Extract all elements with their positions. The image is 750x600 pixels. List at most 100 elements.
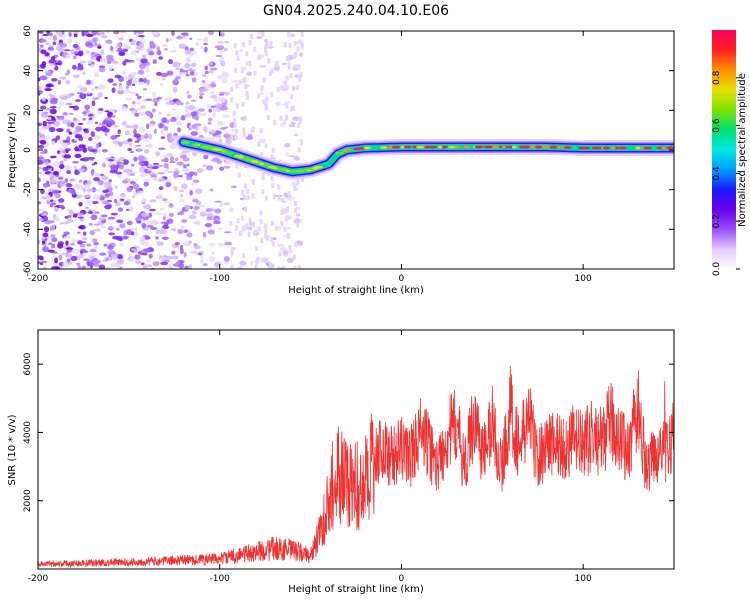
spectrogram-noise-speck <box>52 213 57 220</box>
spectrogram-noise-speck <box>78 179 83 183</box>
spectrogram-ridge-peak <box>438 145 443 149</box>
spectrogram-noise-speck <box>160 221 168 224</box>
spectrogram-noise-speck <box>97 46 102 49</box>
spectrogram-noise-speck <box>291 85 296 91</box>
spectrogram-noise-speck <box>293 41 297 47</box>
spectrogram-noise-speck <box>264 44 268 50</box>
spectrogram-ridge-peak <box>343 148 352 152</box>
colorbar-tick-label: 0.0 <box>712 262 722 277</box>
spectrogram-noise-speck <box>38 65 41 70</box>
spectrogram-noise-speck <box>81 265 86 269</box>
spectrogram-noise-speck <box>62 158 68 162</box>
spectrogram-noise-speck <box>151 108 156 113</box>
spectrogram-noise-speck <box>136 107 143 110</box>
spectrogram-ridge-peak <box>244 158 253 161</box>
spectrogram-noise-speck <box>286 257 294 263</box>
colorbar-tick-label: 0.2 <box>712 214 722 228</box>
spectrogram-noise-speck <box>165 178 172 183</box>
spectrogram-noise-speck <box>99 57 108 63</box>
spectrogram-ridge-peak <box>215 148 222 151</box>
spectrogram-noise-speck <box>286 56 290 62</box>
spectrogram-noise-speck <box>65 240 69 246</box>
spectrogram-ridge-peak <box>642 146 653 150</box>
snr-x-ticks: -200 -100 0 100 <box>28 330 592 584</box>
spectrogram-noise-speck <box>107 250 116 256</box>
spectrogram-noise-speck <box>82 231 87 236</box>
spectrogram-noise-speck <box>56 128 64 133</box>
spectrogram-noise-speck <box>102 162 106 168</box>
spectrogram-noise-speck <box>254 264 258 269</box>
spectrogram-noise-speck <box>257 141 261 147</box>
spectrogram-noise-speck <box>160 158 168 162</box>
spectrogram-noise-speck <box>294 200 298 206</box>
spectrogram-noise-speck <box>91 200 99 205</box>
spectrogram-noise-speck <box>85 199 93 205</box>
spectrogram-noise-speck <box>142 252 148 256</box>
spectrogram-noise-speck <box>113 125 120 128</box>
spectrogram-noise-speck <box>259 128 263 134</box>
spectrogram-noise-speck <box>179 193 184 198</box>
spectrogram-noise-speck <box>65 253 73 258</box>
spectrogram-noise-speck <box>280 85 284 91</box>
spectrogram-noise-speck <box>178 211 185 216</box>
spectrogram-noise-speck <box>97 179 104 186</box>
spectrogram-noise-speck <box>94 189 101 192</box>
spectrogram-noise-speck <box>205 208 212 213</box>
spectrogram-noise-speck <box>163 125 169 131</box>
snr-panel: -200 -100 0 100 2000 4000 6000 Height of stra… <box>7 329 675 595</box>
spectrogram-noise-speck <box>87 114 95 117</box>
spectrogram-noise-speck <box>185 101 190 105</box>
spectrogram-noise-speck <box>134 112 140 117</box>
spectrogram-noise-speck <box>72 31 80 35</box>
spectrogram-noise-speck <box>192 50 197 56</box>
spectrogram-noise-speck <box>39 139 47 145</box>
spectrogram-noise-speck <box>46 116 52 120</box>
spectrogram-noise-speck <box>236 55 240 61</box>
spectrogram-noise-speck <box>216 45 225 50</box>
spectrogram-noise-speck <box>41 240 46 245</box>
colorbar-label: Normalized spectral amplitude <box>737 73 748 227</box>
spectrogram-noise-speck <box>61 142 69 148</box>
spectrogram-noise-speck <box>203 154 209 160</box>
spectrogram-noise-speck <box>107 78 114 83</box>
spectrogram-noise-speck <box>94 121 99 124</box>
spectrogram-noise-speck <box>98 108 104 111</box>
spectrogram-noise-speck <box>173 172 179 179</box>
spectrogram-noise-speck <box>68 211 75 215</box>
spectrogram-noise-speck <box>172 86 178 93</box>
spectrogram-noise-speck <box>63 112 67 116</box>
spectrogram-noise-speck <box>127 138 133 142</box>
spectrogram-noise-speck <box>140 165 146 169</box>
spectrogram-noise-speck <box>65 149 69 154</box>
spectrogram-noise-speck <box>141 212 148 218</box>
spectrogram-noise-speck <box>289 73 293 79</box>
spectrogram-noise-speck <box>199 211 207 217</box>
spectrogram-noise-speck <box>52 252 61 256</box>
spectrogram-noise-speck <box>228 207 235 212</box>
spectrogram-noise-speck <box>137 111 146 117</box>
spectrogram-noise-speck <box>131 83 136 87</box>
spectrogram-noise-speck <box>87 91 91 95</box>
y-tick-label: 60 <box>23 25 33 37</box>
spectrogram-noise-speck <box>58 176 64 180</box>
spectrogram-noise-speck <box>147 143 153 149</box>
spectrogram-noise-speck <box>271 241 275 247</box>
spectrogram-noise-speck <box>201 73 207 78</box>
y-tick-label: 0 <box>23 147 33 153</box>
spectrogram-noise-speck <box>122 48 129 52</box>
spectrogram-noise-speck <box>208 70 215 74</box>
spectrogram-noise-speck <box>177 174 184 178</box>
spectrogram-noise-speck <box>285 151 290 157</box>
spectrogram-noise-speck <box>154 101 158 107</box>
colorbar: 0.0 0.2 0.4 0.6 0.8 Normalized spectral ampl… <box>712 30 748 276</box>
spectrogram-ridge-peak <box>511 145 517 149</box>
spectrogram-noise-speck <box>272 194 276 200</box>
spectrogram-noise-speck <box>59 140 64 145</box>
spectrogram-noise-speck <box>163 163 169 169</box>
spectrogram-noise-speck <box>277 195 281 201</box>
spectrogram-noise-speck <box>38 171 42 174</box>
spectrogram-ridge-peak <box>549 145 558 149</box>
spectrogram-noise-speck <box>155 71 162 76</box>
spectrogram-ridge-peak <box>200 145 210 149</box>
spectrogram-noise-speck <box>145 259 153 263</box>
